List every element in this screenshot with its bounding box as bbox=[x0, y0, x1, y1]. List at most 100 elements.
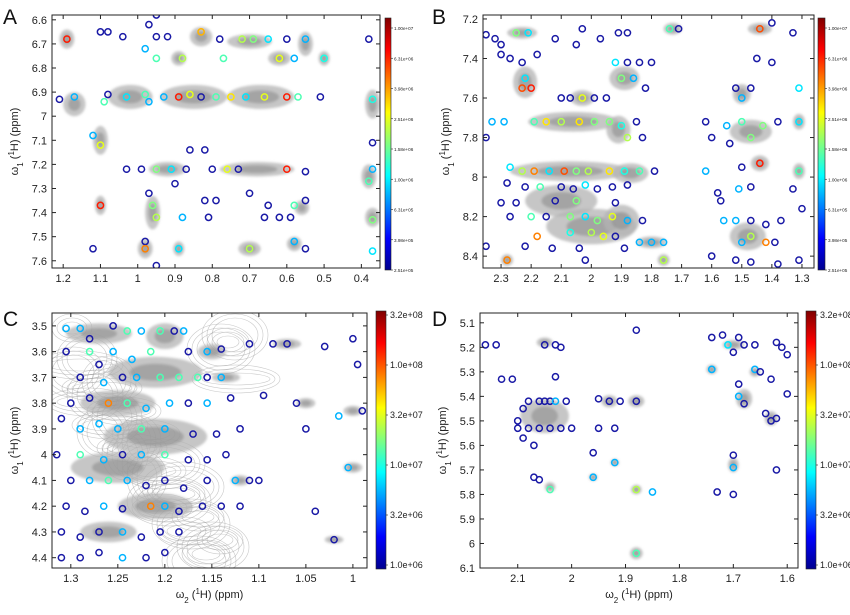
panel-c: 1.3 1.25 1.2 1.15 1.1 1.05 1 3.5 3.6 3.7 3.8 3.9 4 4.… bbox=[3, 308, 423, 605]
peak-marker bbox=[203, 347, 211, 356]
peak-marker bbox=[184, 399, 193, 408]
peak-marker bbox=[566, 228, 575, 237]
x-axis-label-part: ( bbox=[618, 589, 625, 601]
peak-marker bbox=[551, 372, 560, 381]
peak-marker bbox=[497, 50, 505, 59]
peak-marker bbox=[200, 196, 209, 205]
peak-markers bbox=[481, 326, 792, 558]
y-tick-label: 8.2 bbox=[463, 212, 478, 224]
peak-marker bbox=[483, 242, 490, 251]
peak-marker bbox=[219, 54, 228, 63]
peak-marker bbox=[145, 189, 153, 198]
peak-marker bbox=[109, 347, 117, 356]
peak-marker bbox=[497, 198, 505, 207]
peak-marker bbox=[137, 425, 146, 433]
x-tick-label: 1.1 bbox=[93, 273, 108, 285]
colorbar bbox=[805, 310, 817, 570]
peak-marker bbox=[610, 458, 619, 467]
peak-marker bbox=[632, 117, 641, 126]
y-tick-label: 4.4 bbox=[32, 553, 47, 565]
peak-marker bbox=[734, 392, 743, 401]
peak-marker bbox=[762, 220, 770, 229]
y-tick-label: 5.6 bbox=[460, 440, 475, 452]
y-tick-label: 6 bbox=[469, 538, 475, 550]
peak-marker bbox=[137, 327, 146, 335]
peak-marker bbox=[632, 326, 641, 335]
peak-marker bbox=[506, 163, 514, 172]
peak-marker bbox=[334, 412, 343, 420]
x-tick-label: 1.6 bbox=[780, 573, 795, 585]
peak-markers bbox=[483, 19, 806, 268]
peak-marker bbox=[186, 90, 194, 99]
peak-marker bbox=[566, 212, 575, 221]
peak-marker bbox=[148, 201, 157, 210]
x-tick-label: 1.8 bbox=[672, 573, 687, 585]
peak-marker bbox=[104, 399, 113, 408]
x-tick-label: 2.2 bbox=[523, 273, 538, 285]
peak-marker bbox=[752, 54, 761, 63]
peak-marker bbox=[142, 404, 150, 413]
x-tick-label: 2.1 bbox=[510, 573, 525, 585]
peak-marker bbox=[152, 54, 161, 63]
signal-blob-core bbox=[204, 347, 220, 356]
x-axis-label-part: ( bbox=[189, 589, 196, 601]
peak-marker bbox=[519, 404, 527, 413]
x-tick-label: 1.5 bbox=[734, 273, 749, 285]
peak-marker bbox=[349, 334, 357, 343]
x-tick-label: 1.9 bbox=[614, 273, 629, 285]
peak-marker bbox=[648, 488, 657, 496]
peak-marker bbox=[85, 334, 94, 343]
colorbar-tick-label: 2.51e+06 bbox=[394, 117, 414, 122]
peak-marker bbox=[353, 360, 362, 369]
peak-marker bbox=[593, 216, 602, 225]
x-tick-label: 1.7 bbox=[726, 573, 741, 585]
peak-marker bbox=[275, 213, 284, 222]
peak-marker bbox=[512, 28, 520, 37]
peak-marker bbox=[364, 35, 373, 43]
peak-marker bbox=[746, 133, 755, 142]
peak-marker bbox=[62, 347, 70, 356]
panel-letter: C bbox=[3, 308, 18, 331]
peak-marker bbox=[789, 28, 797, 37]
peak-marker bbox=[55, 95, 64, 104]
peak-marker bbox=[707, 333, 716, 342]
peak-marker bbox=[701, 167, 710, 175]
signal-blob-core bbox=[611, 211, 632, 230]
x-tick-label: 1.8 bbox=[644, 273, 659, 285]
y-axis-label-part: ω bbox=[440, 166, 452, 175]
y-tick-label: 6.8 bbox=[32, 63, 47, 75]
peak-marker bbox=[623, 28, 632, 37]
x-tick-label: 1.9 bbox=[618, 573, 633, 585]
contour-line bbox=[201, 372, 271, 386]
peak-marker bbox=[145, 97, 153, 106]
peak-marker bbox=[589, 448, 598, 457]
peak-marker bbox=[146, 502, 155, 511]
plot-area bbox=[481, 326, 792, 560]
peak-marker bbox=[719, 216, 728, 225]
peak-marker bbox=[616, 397, 624, 406]
x-axis-label-part: 2 bbox=[614, 596, 619, 605]
peak-marker bbox=[212, 196, 220, 205]
peak-markers bbox=[55, 15, 377, 268]
signal-blob-core bbox=[368, 96, 377, 113]
peak-marker bbox=[581, 181, 590, 189]
peak-marker bbox=[518, 167, 526, 175]
peak-marker bbox=[122, 165, 131, 174]
peak-marker bbox=[95, 548, 103, 557]
y-axis-label-part: ( bbox=[437, 454, 449, 461]
peak-marker bbox=[275, 54, 284, 63]
y-tick-label: 3.5 bbox=[32, 321, 47, 333]
peak-marker bbox=[506, 54, 514, 63]
peak-marker bbox=[519, 434, 527, 442]
contour-line bbox=[181, 525, 245, 568]
y-axis-label: ω1 (1H) (ppm) bbox=[7, 108, 25, 176]
peak-marker bbox=[593, 185, 602, 193]
panel-b: 2.3 2.2 2.1 2 1.9 1.8 1.7 1.6 1.5 1.4 1.3 7.2 7.4 7.6… bbox=[432, 6, 848, 285]
peak-marker bbox=[746, 258, 755, 266]
y-axis-label-part: 1 bbox=[7, 151, 16, 156]
y-axis-label-part: ω bbox=[9, 166, 21, 175]
colorbar-tick-label: 6.31e+05 bbox=[394, 208, 414, 213]
peak-marker bbox=[572, 196, 581, 205]
peak-marker bbox=[535, 475, 544, 484]
peak-marker bbox=[518, 84, 526, 92]
